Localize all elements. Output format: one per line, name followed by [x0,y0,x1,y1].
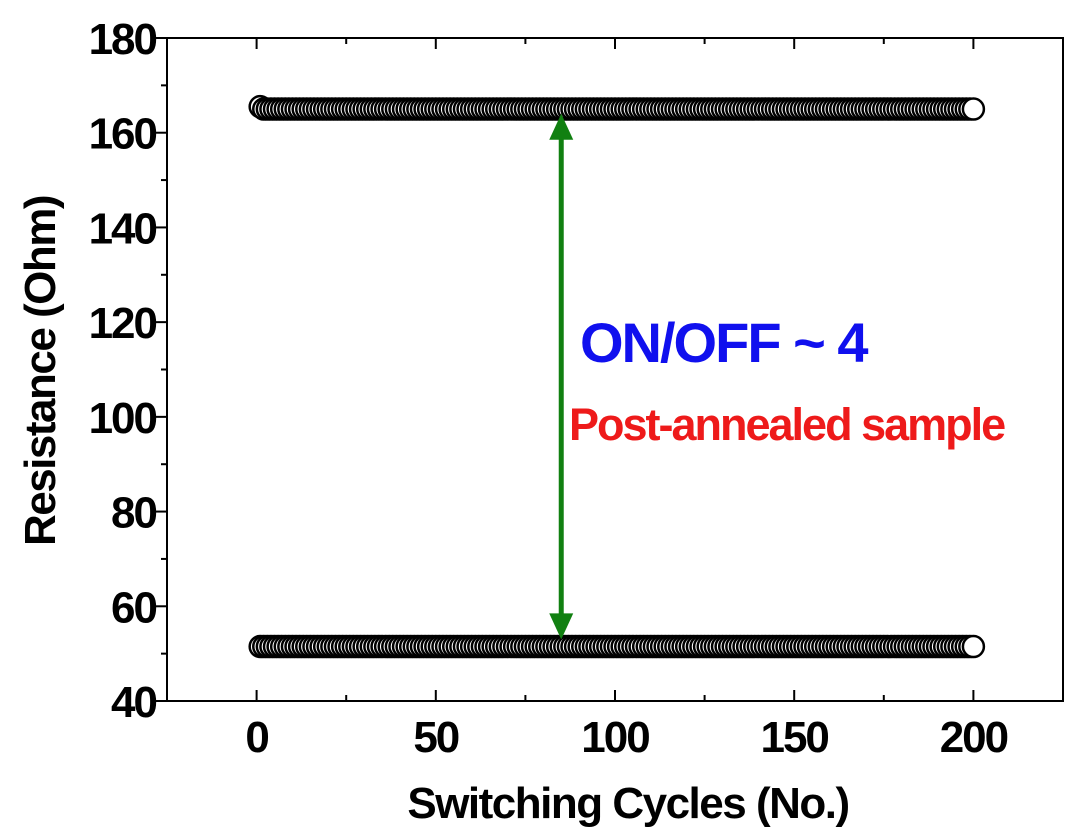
y-tick-label: 80 [111,489,156,538]
y-tick-label: 120 [89,299,157,348]
on-off-ratio-label: ON/OFF ~ 4 [580,311,868,374]
x-tick-label: 200 [940,713,1008,762]
x-tick-label: 0 [245,713,268,762]
x-tick-label: 150 [760,713,828,762]
data-point [961,634,986,659]
y-tick-label: 160 [89,110,157,159]
y-axis-title: Resistance (Ohm) [16,196,65,546]
y-tick-label: 140 [89,204,157,253]
low-resistance-series [248,634,986,659]
arrow-head-down [549,613,574,640]
high-resistance-series [248,94,986,121]
x-axis-title: Switching Cycles (No.) [407,779,848,828]
y-tick-label: 60 [111,583,156,632]
on-off-arrow [549,113,574,640]
y-tick-label: 180 [89,15,157,64]
x-tick-label: 100 [581,713,649,762]
axis-tick-labels: 0 50 100 150 200 40 60 80 100 120 140 160 180 [89,15,1010,762]
sample-label: Post-annealed sample [569,399,1005,450]
axis-ticks [156,37,975,702]
data-point [961,97,986,121]
y-tick-label: 100 [89,394,157,443]
y-tick-label: 40 [111,678,156,727]
data-markers [248,94,986,659]
x-tick-label: 50 [413,713,458,762]
arrow-head-up [549,113,574,140]
